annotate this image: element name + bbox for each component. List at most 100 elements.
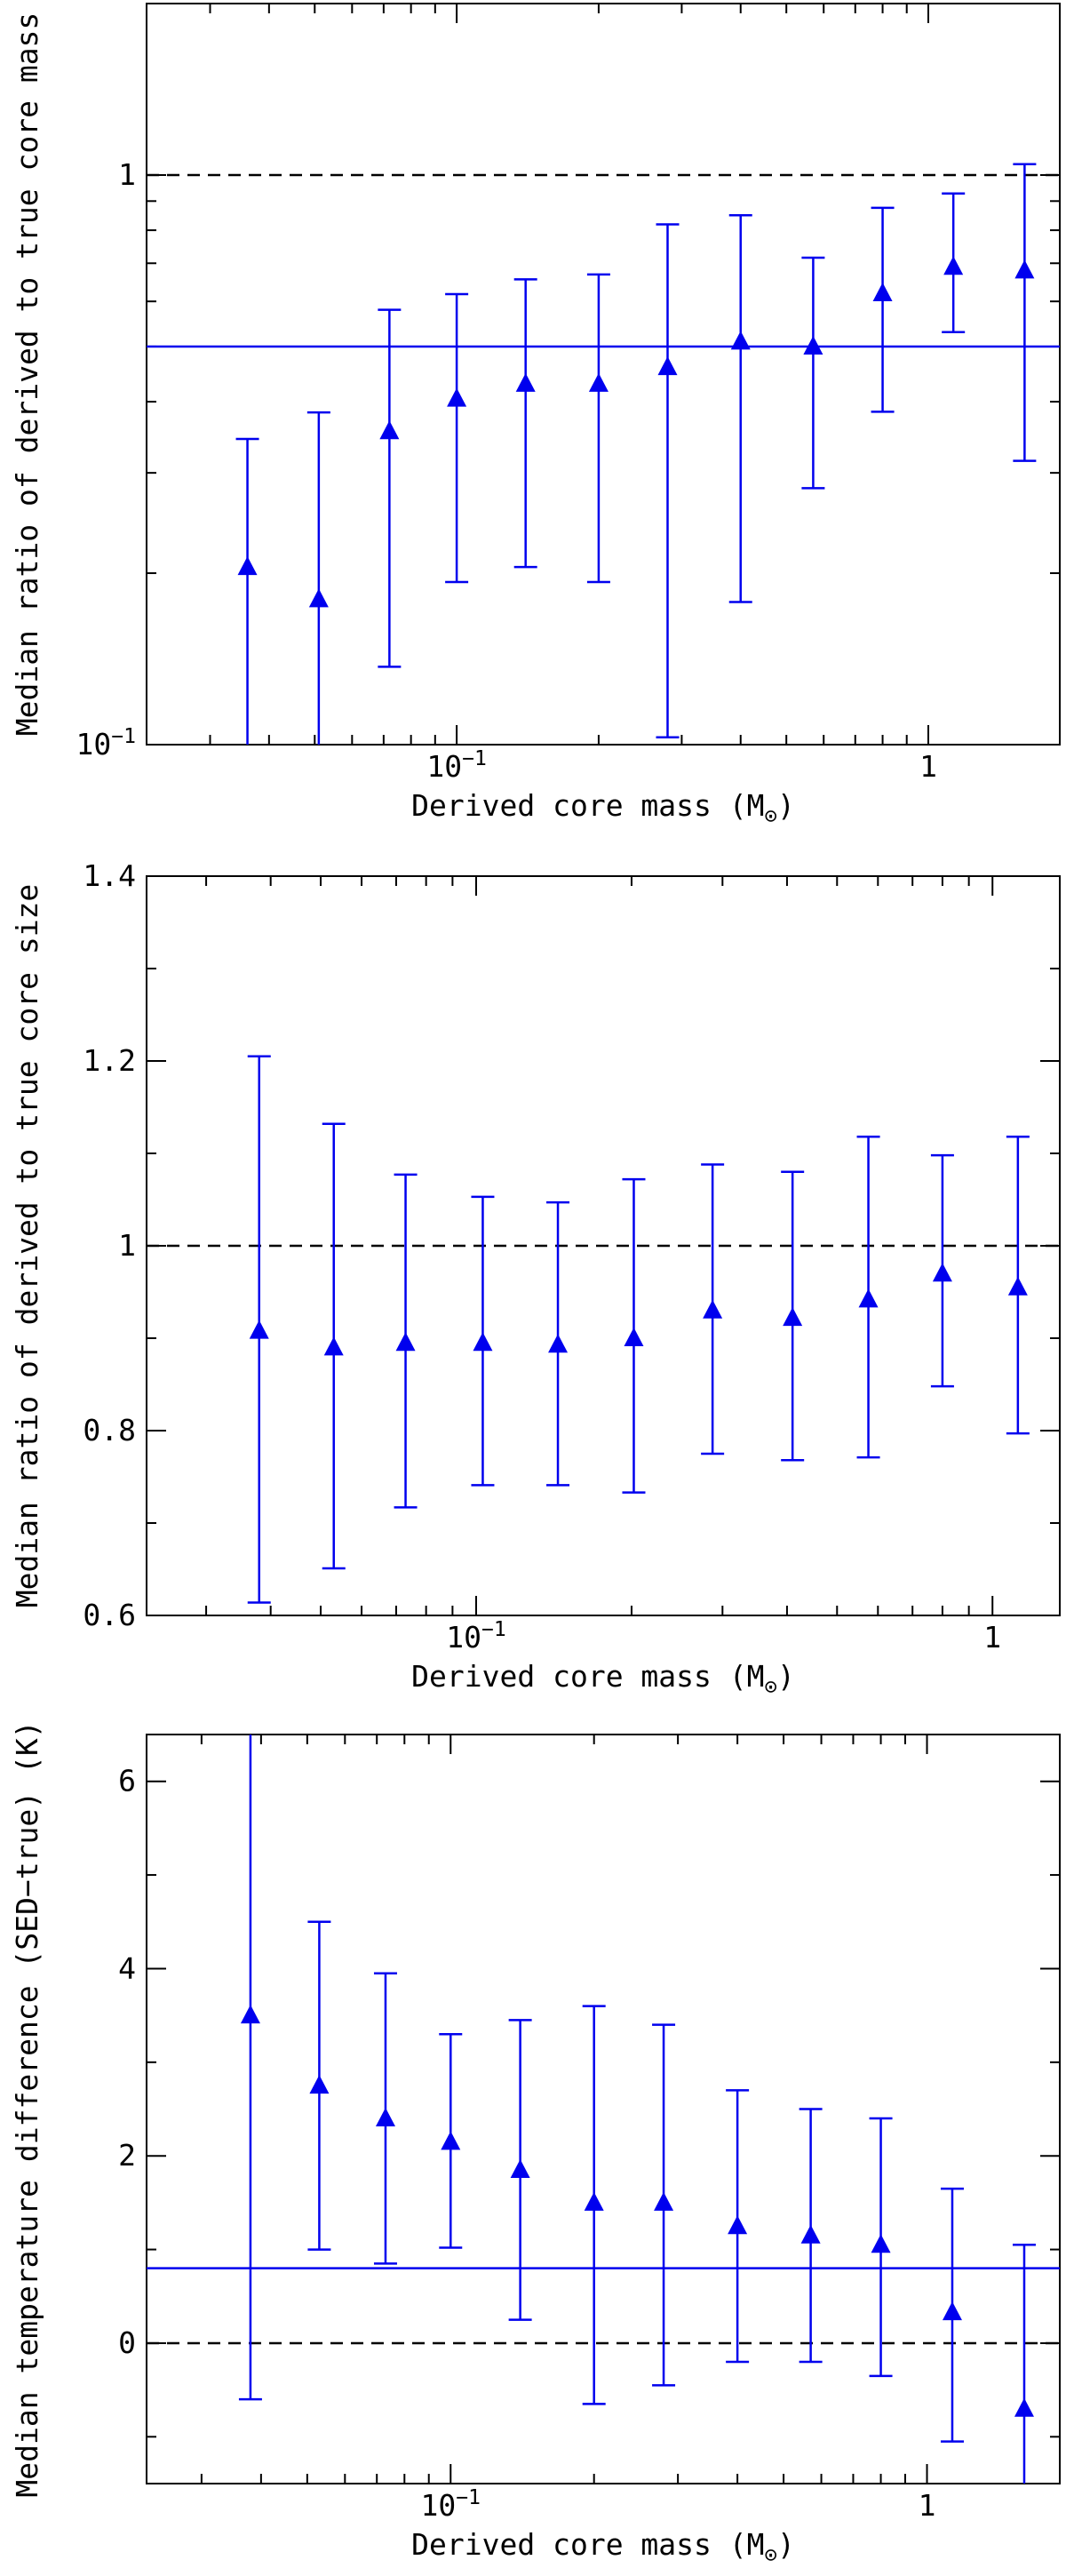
triangle-marker bbox=[510, 2158, 530, 2178]
x-tick-label: 1 bbox=[919, 749, 937, 784]
y-tick-label: 10−1 bbox=[76, 725, 136, 762]
y-axis-title: Median ratio of derived to true core siz… bbox=[10, 884, 44, 1608]
chart-panel-2: 10−1 1 0.6 0.8 1 1.2 1.4 Derived core mass (M⊙)… bbox=[10, 858, 1061, 1699]
y-tick-label: 1.2 bbox=[83, 1043, 136, 1078]
x-tick-label: 1 bbox=[983, 1620, 1001, 1655]
x-tick-label: 10−1 bbox=[426, 747, 486, 784]
triangle-marker bbox=[932, 1263, 952, 1282]
x-tick-label: 10−1 bbox=[446, 1618, 505, 1655]
data-point bbox=[940, 2187, 964, 2443]
triangle-marker bbox=[375, 2108, 395, 2127]
data-point bbox=[781, 1170, 805, 1462]
triangle-marker bbox=[249, 1320, 269, 1339]
data-point bbox=[307, 1920, 331, 2251]
data-point bbox=[513, 278, 537, 569]
triangle-marker bbox=[703, 1299, 723, 1319]
data-point bbox=[701, 1163, 725, 1455]
triangle-marker bbox=[871, 2234, 891, 2253]
data-point bbox=[1013, 163, 1037, 462]
triangle-marker bbox=[728, 2215, 748, 2235]
triangle-marker bbox=[441, 2131, 461, 2150]
data-point bbox=[394, 1173, 418, 1509]
data-point bbox=[1012, 2244, 1036, 2484]
data-point bbox=[801, 256, 825, 490]
triangle-marker bbox=[1014, 2397, 1034, 2417]
triangle-marker bbox=[654, 2191, 674, 2211]
y-tick-label: 4 bbox=[118, 1950, 136, 1985]
triangle-marker bbox=[240, 2005, 260, 2024]
triangle-marker bbox=[323, 1336, 344, 1356]
data-point bbox=[445, 292, 469, 584]
triangle-marker bbox=[624, 1328, 644, 1346]
triangle-marker bbox=[584, 2191, 604, 2211]
data-point bbox=[856, 1136, 880, 1459]
data-point bbox=[322, 1122, 346, 1570]
data-point bbox=[799, 2108, 823, 2364]
triangle-marker bbox=[657, 356, 678, 376]
data-point bbox=[439, 2032, 463, 2249]
data-point bbox=[656, 223, 680, 739]
data-point bbox=[306, 411, 330, 745]
y-tick-label: 1 bbox=[118, 1228, 136, 1263]
triangle-marker bbox=[309, 2075, 330, 2094]
triangle-marker bbox=[783, 1307, 803, 1327]
triangle-marker bbox=[515, 372, 536, 392]
y-tick-label: 0.6 bbox=[83, 1598, 136, 1632]
data-point bbox=[652, 2023, 676, 2387]
data-points bbox=[235, 163, 1037, 745]
data-point bbox=[728, 213, 752, 603]
y-axis-title: Median ratio of derived to true core mas… bbox=[10, 12, 44, 737]
triangle-marker bbox=[872, 283, 893, 302]
chart-panel-1: 10−1 1 10−1 1 Derived core mass (M⊙) Median r… bbox=[10, 3, 1061, 828]
triangle-marker bbox=[942, 2301, 962, 2321]
x-axis-title: Derived core mass (M⊙) bbox=[411, 1659, 795, 1699]
triangle-marker bbox=[858, 1288, 879, 1308]
data-point bbox=[378, 308, 402, 668]
x-tick-label: 10−1 bbox=[421, 2486, 481, 2523]
data-point bbox=[546, 1200, 570, 1487]
data-point bbox=[871, 206, 895, 413]
y-tick-label: 0 bbox=[118, 2325, 136, 2360]
y-tick-label: 1.4 bbox=[83, 858, 136, 893]
data-point bbox=[235, 437, 259, 745]
triangle-marker bbox=[730, 331, 751, 350]
y-tick-label: 6 bbox=[118, 1764, 136, 1798]
chart-panel-3: 10−1 1 0 2 4 6 Derived core mass (M⊙) Median te… bbox=[10, 1720, 1061, 2567]
triangle-marker bbox=[237, 556, 258, 576]
x-axis-title: Derived core mass (M⊙) bbox=[411, 2527, 795, 2567]
data-point bbox=[471, 1195, 495, 1487]
triangle-marker bbox=[588, 372, 609, 392]
data-point bbox=[586, 273, 610, 584]
data-point bbox=[942, 192, 966, 333]
data-points bbox=[247, 1055, 1030, 1604]
data-point bbox=[238, 1735, 262, 2401]
data-point bbox=[930, 1153, 954, 1388]
triangle-marker bbox=[447, 387, 467, 407]
data-point bbox=[622, 1177, 646, 1494]
data-point bbox=[869, 2117, 893, 2378]
triangle-marker bbox=[308, 588, 329, 608]
y-tick-label: 0.8 bbox=[83, 1413, 136, 1448]
triangle-marker bbox=[473, 1332, 493, 1352]
plot-frame bbox=[146, 1734, 1061, 2484]
plot-frame bbox=[146, 3, 1061, 746]
data-point bbox=[582, 2005, 606, 2405]
triangle-marker bbox=[379, 420, 400, 440]
triangle-marker bbox=[1014, 259, 1035, 279]
x-tick-label: 1 bbox=[919, 2488, 936, 2523]
y-tick-label: 2 bbox=[118, 2138, 136, 2173]
y-axis-title: Median temperature difference (SED−true)… bbox=[10, 1720, 44, 2497]
triangle-marker bbox=[548, 1334, 569, 1353]
data-point bbox=[1006, 1136, 1030, 1435]
data-points bbox=[238, 1735, 1036, 2484]
triangle-marker bbox=[1007, 1276, 1028, 1296]
data-point bbox=[373, 1972, 397, 2265]
x-axis-title: Derived core mass (M⊙) bbox=[411, 788, 795, 828]
data-point bbox=[247, 1055, 271, 1604]
triangle-marker bbox=[803, 335, 823, 355]
triangle-marker bbox=[395, 1332, 416, 1352]
data-point bbox=[726, 2089, 750, 2364]
triangle-marker bbox=[943, 256, 964, 275]
triangle-marker bbox=[800, 2224, 821, 2244]
